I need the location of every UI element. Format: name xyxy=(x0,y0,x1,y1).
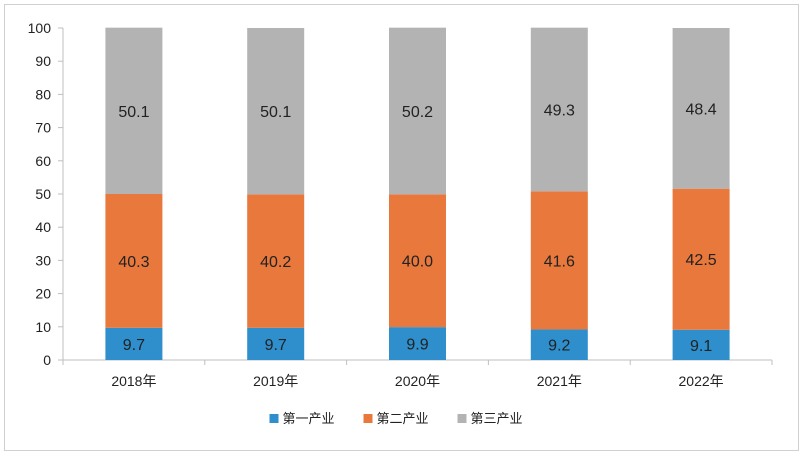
bar-segment xyxy=(105,327,163,360)
data-label: 50.1 xyxy=(118,104,149,121)
bar-segment xyxy=(530,27,588,192)
x-tick-label: 2021年 xyxy=(537,373,582,389)
bars xyxy=(105,27,730,360)
y-tick-label: 20 xyxy=(35,286,51,302)
data-label: 49.3 xyxy=(544,103,575,120)
bar-segment xyxy=(105,27,163,194)
bar-segment xyxy=(672,188,730,330)
data-label: 40.3 xyxy=(118,254,149,271)
y-tick-label: 0 xyxy=(43,352,51,368)
y-tick-label: 10 xyxy=(35,319,51,335)
bar-segment xyxy=(672,329,730,360)
y-tick-label: 100 xyxy=(28,20,52,36)
legend-swatch xyxy=(269,414,279,423)
x-tick-label: 2020年 xyxy=(395,373,440,389)
legend-label: 第一产业 xyxy=(283,412,335,427)
data-label: 9.7 xyxy=(265,337,287,354)
data-label: 42.5 xyxy=(686,252,717,269)
legend-label: 第二产业 xyxy=(377,412,429,427)
y-tick-label: 60 xyxy=(35,153,51,169)
y-tick-label: 80 xyxy=(35,86,51,102)
bar-segment xyxy=(389,327,446,360)
legend-swatch xyxy=(363,414,373,423)
y-tick-label: 70 xyxy=(35,120,51,136)
data-label: 9.1 xyxy=(690,338,712,355)
data-label: 9.9 xyxy=(406,337,428,354)
x-tick-label: 2022年 xyxy=(679,373,724,389)
data-label: 9.2 xyxy=(548,338,570,355)
x-tick-label: 2018年 xyxy=(111,373,156,389)
bar-segment xyxy=(389,27,446,195)
y-tick-label: 30 xyxy=(35,252,51,268)
data-label: 41.6 xyxy=(544,253,575,270)
data-labels: 9.7 40.3 50.1 9.7 40.2 50.1 9.9 40.0 50.2 9.2 41.6… xyxy=(118,101,716,355)
bar-segment xyxy=(247,327,305,360)
data-label: 48.4 xyxy=(686,101,717,118)
bar-segment xyxy=(672,28,730,189)
y-tick-label: 40 xyxy=(35,219,51,235)
bar-segment xyxy=(105,194,163,328)
y-tick-label: 50 xyxy=(35,186,51,202)
data-label: 40.0 xyxy=(402,254,433,271)
legend-label: 第三产业 xyxy=(471,412,523,427)
y-tick-label: 90 xyxy=(35,53,51,69)
bar-segment xyxy=(530,191,588,330)
legend-swatch xyxy=(457,414,467,423)
legend: 第一产业 第二产业 第三产业 xyxy=(269,412,523,427)
bar-segment xyxy=(247,194,305,328)
bar-segment xyxy=(389,194,446,328)
bar-segment xyxy=(530,329,588,360)
bar-segment xyxy=(247,28,305,195)
axes: 0 10 20 30 40 50 60 70 80 90 100 2018年 2019年 2020年 202… xyxy=(28,20,773,389)
x-tick-label: 2019年 xyxy=(253,373,298,389)
data-label: 40.2 xyxy=(260,254,291,271)
data-label: 50.1 xyxy=(260,104,291,121)
data-label: 9.7 xyxy=(123,337,145,354)
data-label: 50.2 xyxy=(402,104,433,121)
